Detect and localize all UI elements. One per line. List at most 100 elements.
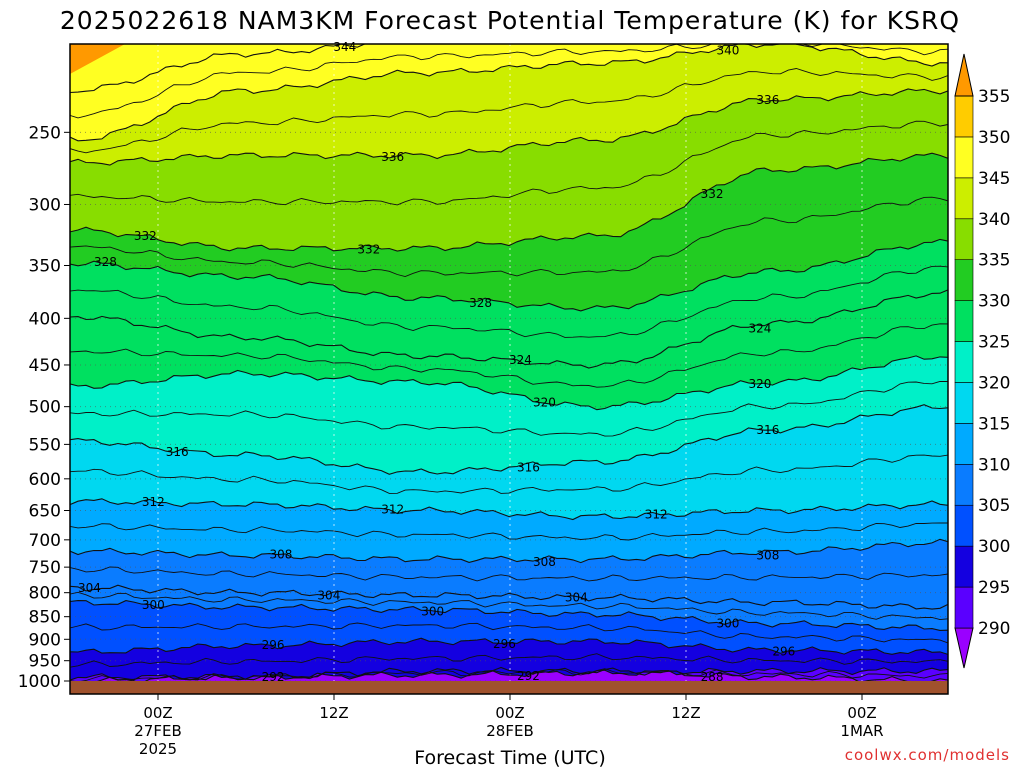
colorbar-segment xyxy=(954,95,974,138)
y-tick-label: 750 xyxy=(29,558,61,578)
isentrope-contours xyxy=(70,44,948,685)
isentrope-line xyxy=(70,44,371,94)
contour-label: 304 xyxy=(565,590,588,604)
colorbar-tick-label: 310 xyxy=(978,455,1010,475)
x-tick-label: 00Z xyxy=(847,704,876,722)
isentrope-line xyxy=(70,637,948,655)
colorbar-segment xyxy=(954,177,974,220)
isentrope-line xyxy=(70,323,948,388)
contour-label: 336 xyxy=(381,150,404,164)
colorbar-lower-arrow xyxy=(954,627,974,669)
x-tick-label: 12Z xyxy=(671,704,700,722)
y-tick-label: 800 xyxy=(29,584,61,604)
colorbar-upper-arrow xyxy=(954,53,974,97)
ground-surface xyxy=(70,681,948,694)
contour-label: 312 xyxy=(645,507,668,521)
colorbar-segment xyxy=(954,218,974,260)
x-tick-label: 00Z xyxy=(495,704,524,722)
colorbar-tick-label: 305 xyxy=(978,496,1010,516)
colorbar-tick-label: 300 xyxy=(978,537,1010,557)
y-tick-label: 350 xyxy=(29,256,61,276)
colorbar-segment xyxy=(954,586,974,629)
colorbar-tick-label: 330 xyxy=(978,292,1010,312)
isentrope-line xyxy=(70,44,948,119)
contour-label: 316 xyxy=(756,423,779,437)
isentrope-line xyxy=(70,238,948,312)
isentrope-line xyxy=(70,522,948,541)
isentrope-line xyxy=(70,622,948,644)
y-tick-label: 900 xyxy=(29,630,61,650)
contour-label: 328 xyxy=(94,255,117,269)
isentrope-line xyxy=(70,44,948,142)
isentrope-line xyxy=(70,591,948,621)
contour-label: 332 xyxy=(357,243,380,257)
x-tick-date: 28FEB xyxy=(486,722,533,740)
contour-label: 324 xyxy=(748,321,771,335)
colorbar-segment xyxy=(954,136,974,179)
contour-label: 320 xyxy=(748,377,771,391)
contour-label: 304 xyxy=(78,581,101,595)
y-tick-label: 500 xyxy=(29,398,61,418)
contour-label: 316 xyxy=(166,445,189,459)
isentrope-line xyxy=(70,88,948,166)
colorbar-tick-label: 335 xyxy=(978,251,1010,271)
isentrope-line xyxy=(70,355,948,411)
credit-text: coolwx.com/models xyxy=(845,746,1010,764)
colorbar-segment xyxy=(954,300,974,342)
colorbar-tick-label: 325 xyxy=(978,333,1010,353)
colorbar-tick-label: 350 xyxy=(978,128,1010,148)
colorbar-segment xyxy=(954,259,974,301)
isentrope-line xyxy=(70,668,948,683)
contour-label: 332 xyxy=(134,229,157,243)
isentrope-line xyxy=(70,600,948,631)
colorbar-segment xyxy=(954,464,974,506)
contour-label: 292 xyxy=(262,670,285,684)
contour-label: 344 xyxy=(333,40,356,54)
colorbar-tick-label: 315 xyxy=(978,414,1010,434)
colorbar-segment xyxy=(954,382,974,424)
y-tick-label: 450 xyxy=(29,356,61,376)
colorbar-tick-label: 290 xyxy=(978,619,1010,639)
contour-label: 336 xyxy=(756,93,779,107)
x-tick-date: 1MAR xyxy=(840,722,883,740)
contour-label: 324 xyxy=(509,353,532,367)
y-tick-label: 550 xyxy=(29,435,61,455)
contour-label: 288 xyxy=(701,670,724,684)
y-tick-label: 250 xyxy=(29,123,61,143)
contour-label: 308 xyxy=(270,548,293,562)
isentrope-line xyxy=(70,667,948,681)
y-tick-label: 650 xyxy=(29,502,61,522)
colorbar-tick-label: 340 xyxy=(978,210,1010,230)
contour-label: 300 xyxy=(717,616,740,630)
isentrope-line xyxy=(70,289,948,369)
isentrope-line xyxy=(70,498,948,521)
contour-label: 308 xyxy=(756,549,779,563)
y-tick-label: 1000 xyxy=(18,672,61,692)
isentrope-line xyxy=(70,404,948,475)
contour-label: 312 xyxy=(142,495,165,509)
colorbar-segment xyxy=(954,423,974,465)
isentrope-line xyxy=(70,265,948,338)
contour-label: 292 xyxy=(517,669,540,683)
gridlines xyxy=(70,44,948,694)
x-tick-date: 27FEB xyxy=(134,722,181,740)
fill-band xyxy=(70,44,948,79)
isentrope-line xyxy=(70,120,948,206)
contour-label: 320 xyxy=(533,396,556,410)
isentrope-line xyxy=(70,152,948,252)
x-tick-label: 12Z xyxy=(319,704,348,722)
y-tick-label: 950 xyxy=(29,652,61,672)
contour-label: 300 xyxy=(421,604,444,618)
y-axis-pressure: 2503003504004505005506006507007508008509… xyxy=(18,123,70,692)
isentrope-line xyxy=(70,538,948,564)
fill-band xyxy=(70,44,125,74)
colorbar-tick-label: 320 xyxy=(978,373,1010,393)
isentrope-line xyxy=(70,584,948,610)
contour-label: 328 xyxy=(469,296,492,310)
x-axis-label: Forecast Time (UTC) xyxy=(414,747,605,768)
isentrope-line xyxy=(70,566,948,582)
isentrope-line xyxy=(70,196,948,277)
contour-label: 312 xyxy=(381,502,404,516)
